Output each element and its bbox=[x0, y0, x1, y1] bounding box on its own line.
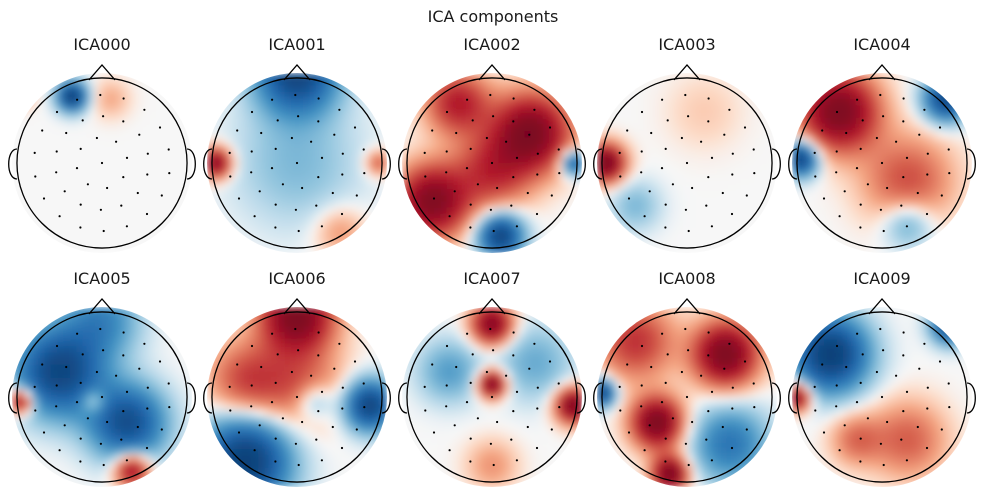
topomap-ica007 bbox=[398, 297, 586, 487]
component-title: ICA008 bbox=[658, 269, 716, 288]
topomap-ica008 bbox=[593, 297, 781, 487]
component-title: ICA003 bbox=[658, 35, 716, 54]
topomap-ica009 bbox=[788, 297, 976, 487]
topomap-ica006 bbox=[203, 297, 391, 487]
topomap-ica004 bbox=[788, 63, 976, 253]
component-title: ICA005 bbox=[73, 269, 131, 288]
topomap-ica000 bbox=[8, 63, 196, 253]
figure-title: ICA components bbox=[427, 7, 559, 26]
component-title: ICA006 bbox=[268, 269, 326, 288]
component-title: ICA000 bbox=[73, 35, 131, 54]
component-title: ICA002 bbox=[463, 35, 521, 54]
component-title: ICA004 bbox=[853, 35, 911, 54]
topomap-ica002 bbox=[398, 63, 586, 253]
topomap-ica003 bbox=[593, 63, 781, 253]
component-title: ICA001 bbox=[268, 35, 326, 54]
topomap-ica005 bbox=[8, 297, 196, 487]
topomap-ica001 bbox=[203, 63, 391, 253]
component-title: ICA009 bbox=[853, 269, 911, 288]
component-title: ICA007 bbox=[463, 269, 521, 288]
